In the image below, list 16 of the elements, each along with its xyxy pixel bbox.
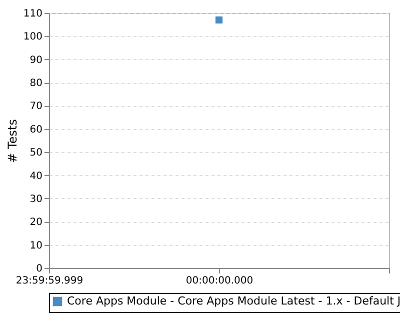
y-tick-label: 10 [30,240,42,252]
y-tick-label: 80 [30,78,42,90]
y-tick-label: 90 [30,54,42,66]
y-tick-label: 30 [30,194,42,205]
y-tick-label: 50 [30,148,42,159]
y-axis-title: # Tests [5,119,20,163]
x-tick-label: 23:59:59.999 [16,276,84,286]
y-tick-label: 60 [30,124,42,136]
x-tick-label: 00:00:00.000 [186,276,254,286]
legend-label: Core Apps Module - Core Apps Module Latest - 1.x - Default J [67,294,400,308]
y-tick-label: 100 [23,32,42,43]
y-tick-label: 20 [30,217,42,228]
y-tick-label: 40 [30,170,42,182]
y-tick-label: 0 [36,264,42,274]
y-tick-label: 70 [30,101,42,112]
y-tick-label: 110 [23,8,42,20]
